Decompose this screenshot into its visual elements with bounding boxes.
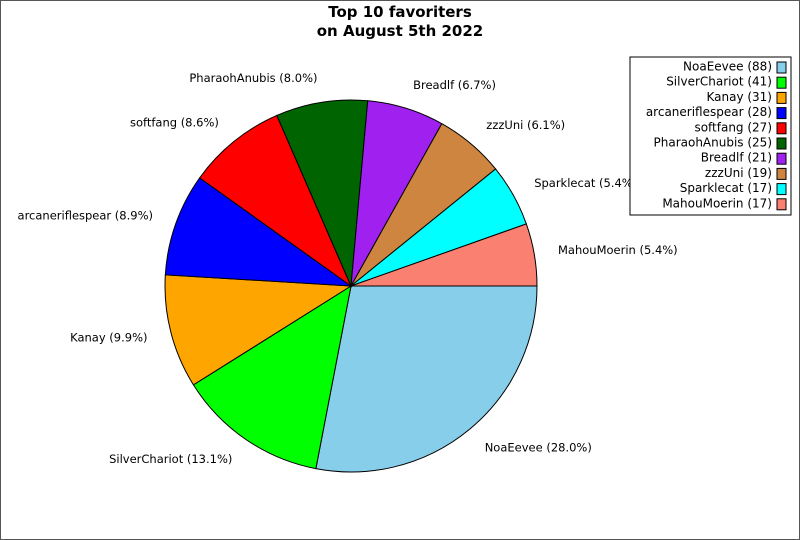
legend-swatch-noaeevee bbox=[776, 61, 787, 74]
legend-entry-kanay: Kanay (31) bbox=[706, 90, 772, 104]
legend-swatch-softfang bbox=[776, 122, 787, 135]
legend-entry-pharaohanubis: PharaohAnubis (25) bbox=[654, 136, 773, 150]
slice-label-softfang: softfang (8.6%) bbox=[130, 115, 219, 129]
slice-label-silverchariot: SilverChariot (13.1%) bbox=[109, 452, 232, 466]
legend-swatch-pharaohanubis bbox=[776, 137, 787, 150]
legend-entry-sparklecat: Sparklecat (17) bbox=[680, 181, 772, 195]
pie-slice-pharaohanubis bbox=[276, 99, 369, 287]
slice-label-noaeevee: NoaEevee (28.0%) bbox=[485, 440, 592, 454]
legend-box bbox=[629, 56, 792, 216]
pie-slice-kanay bbox=[164, 274, 353, 386]
legend-swatch-zzzuni bbox=[776, 167, 787, 180]
pie-slice-silverchariot bbox=[192, 284, 352, 470]
title-line-2: on August 5th 2022 bbox=[317, 22, 484, 40]
legend-entry-mahoumoerin: MahouMoerin (17) bbox=[662, 196, 772, 210]
legend-swatch-sparklecat bbox=[776, 183, 787, 196]
legend-swatch-breadlf bbox=[776, 152, 787, 165]
legend-swatch-arcaneriflespear bbox=[776, 107, 787, 120]
legend-swatch-silverchariot bbox=[776, 76, 787, 89]
chart-title: Top 10 favoriters on August 5th 2022 bbox=[317, 3, 484, 40]
legend-swatch-mahoumoerin bbox=[776, 198, 787, 211]
legend: NoaEevee (88)SilverChariot (41)Kanay (31… bbox=[629, 56, 792, 216]
legend-entry-arcaneriflespear: arcaneriflespear (28) bbox=[646, 105, 772, 119]
title-line-1: Top 10 favoriters bbox=[328, 3, 472, 21]
legend-entry-breadlf: Breadlf (21) bbox=[701, 151, 772, 165]
slice-label-sparklecat: Sparklecat (5.4%) bbox=[534, 176, 637, 190]
pie-slices bbox=[164, 99, 538, 473]
pie-slice-arcaneriflespear bbox=[164, 177, 353, 287]
pie-slice-noaeevee bbox=[315, 285, 538, 473]
pie-slice-softfang bbox=[198, 114, 353, 288]
legend-entry-zzzuni: zzzUni (19) bbox=[705, 166, 772, 180]
pie-slice-labels: NoaEevee (28.0%) SilverChariot (13.1%) Kan… bbox=[18, 71, 678, 466]
legend-entry-softfang: softfang (27) bbox=[694, 120, 772, 134]
legend-entry-silverchariot: SilverChariot (41) bbox=[666, 75, 772, 89]
legend-swatch-kanay bbox=[776, 91, 787, 104]
slice-label-mahoumoerin: MahouMoerin (5.4%) bbox=[558, 243, 678, 257]
pie-slice-mahoumoerin bbox=[350, 223, 538, 287]
slice-label-pharaohanubis: PharaohAnubis (8.0%) bbox=[189, 71, 317, 85]
slice-label-breadlf: Breadlf (6.7%) bbox=[413, 78, 496, 92]
slice-label-arcaneriflespear: arcaneriflespear (8.9%) bbox=[18, 208, 153, 222]
slice-label-kanay: Kanay (9.9%) bbox=[70, 331, 147, 345]
slice-label-zzzuni: zzzUni (6.1%) bbox=[486, 118, 565, 132]
legend-entry-noaeevee: NoaEevee (88) bbox=[683, 60, 772, 74]
